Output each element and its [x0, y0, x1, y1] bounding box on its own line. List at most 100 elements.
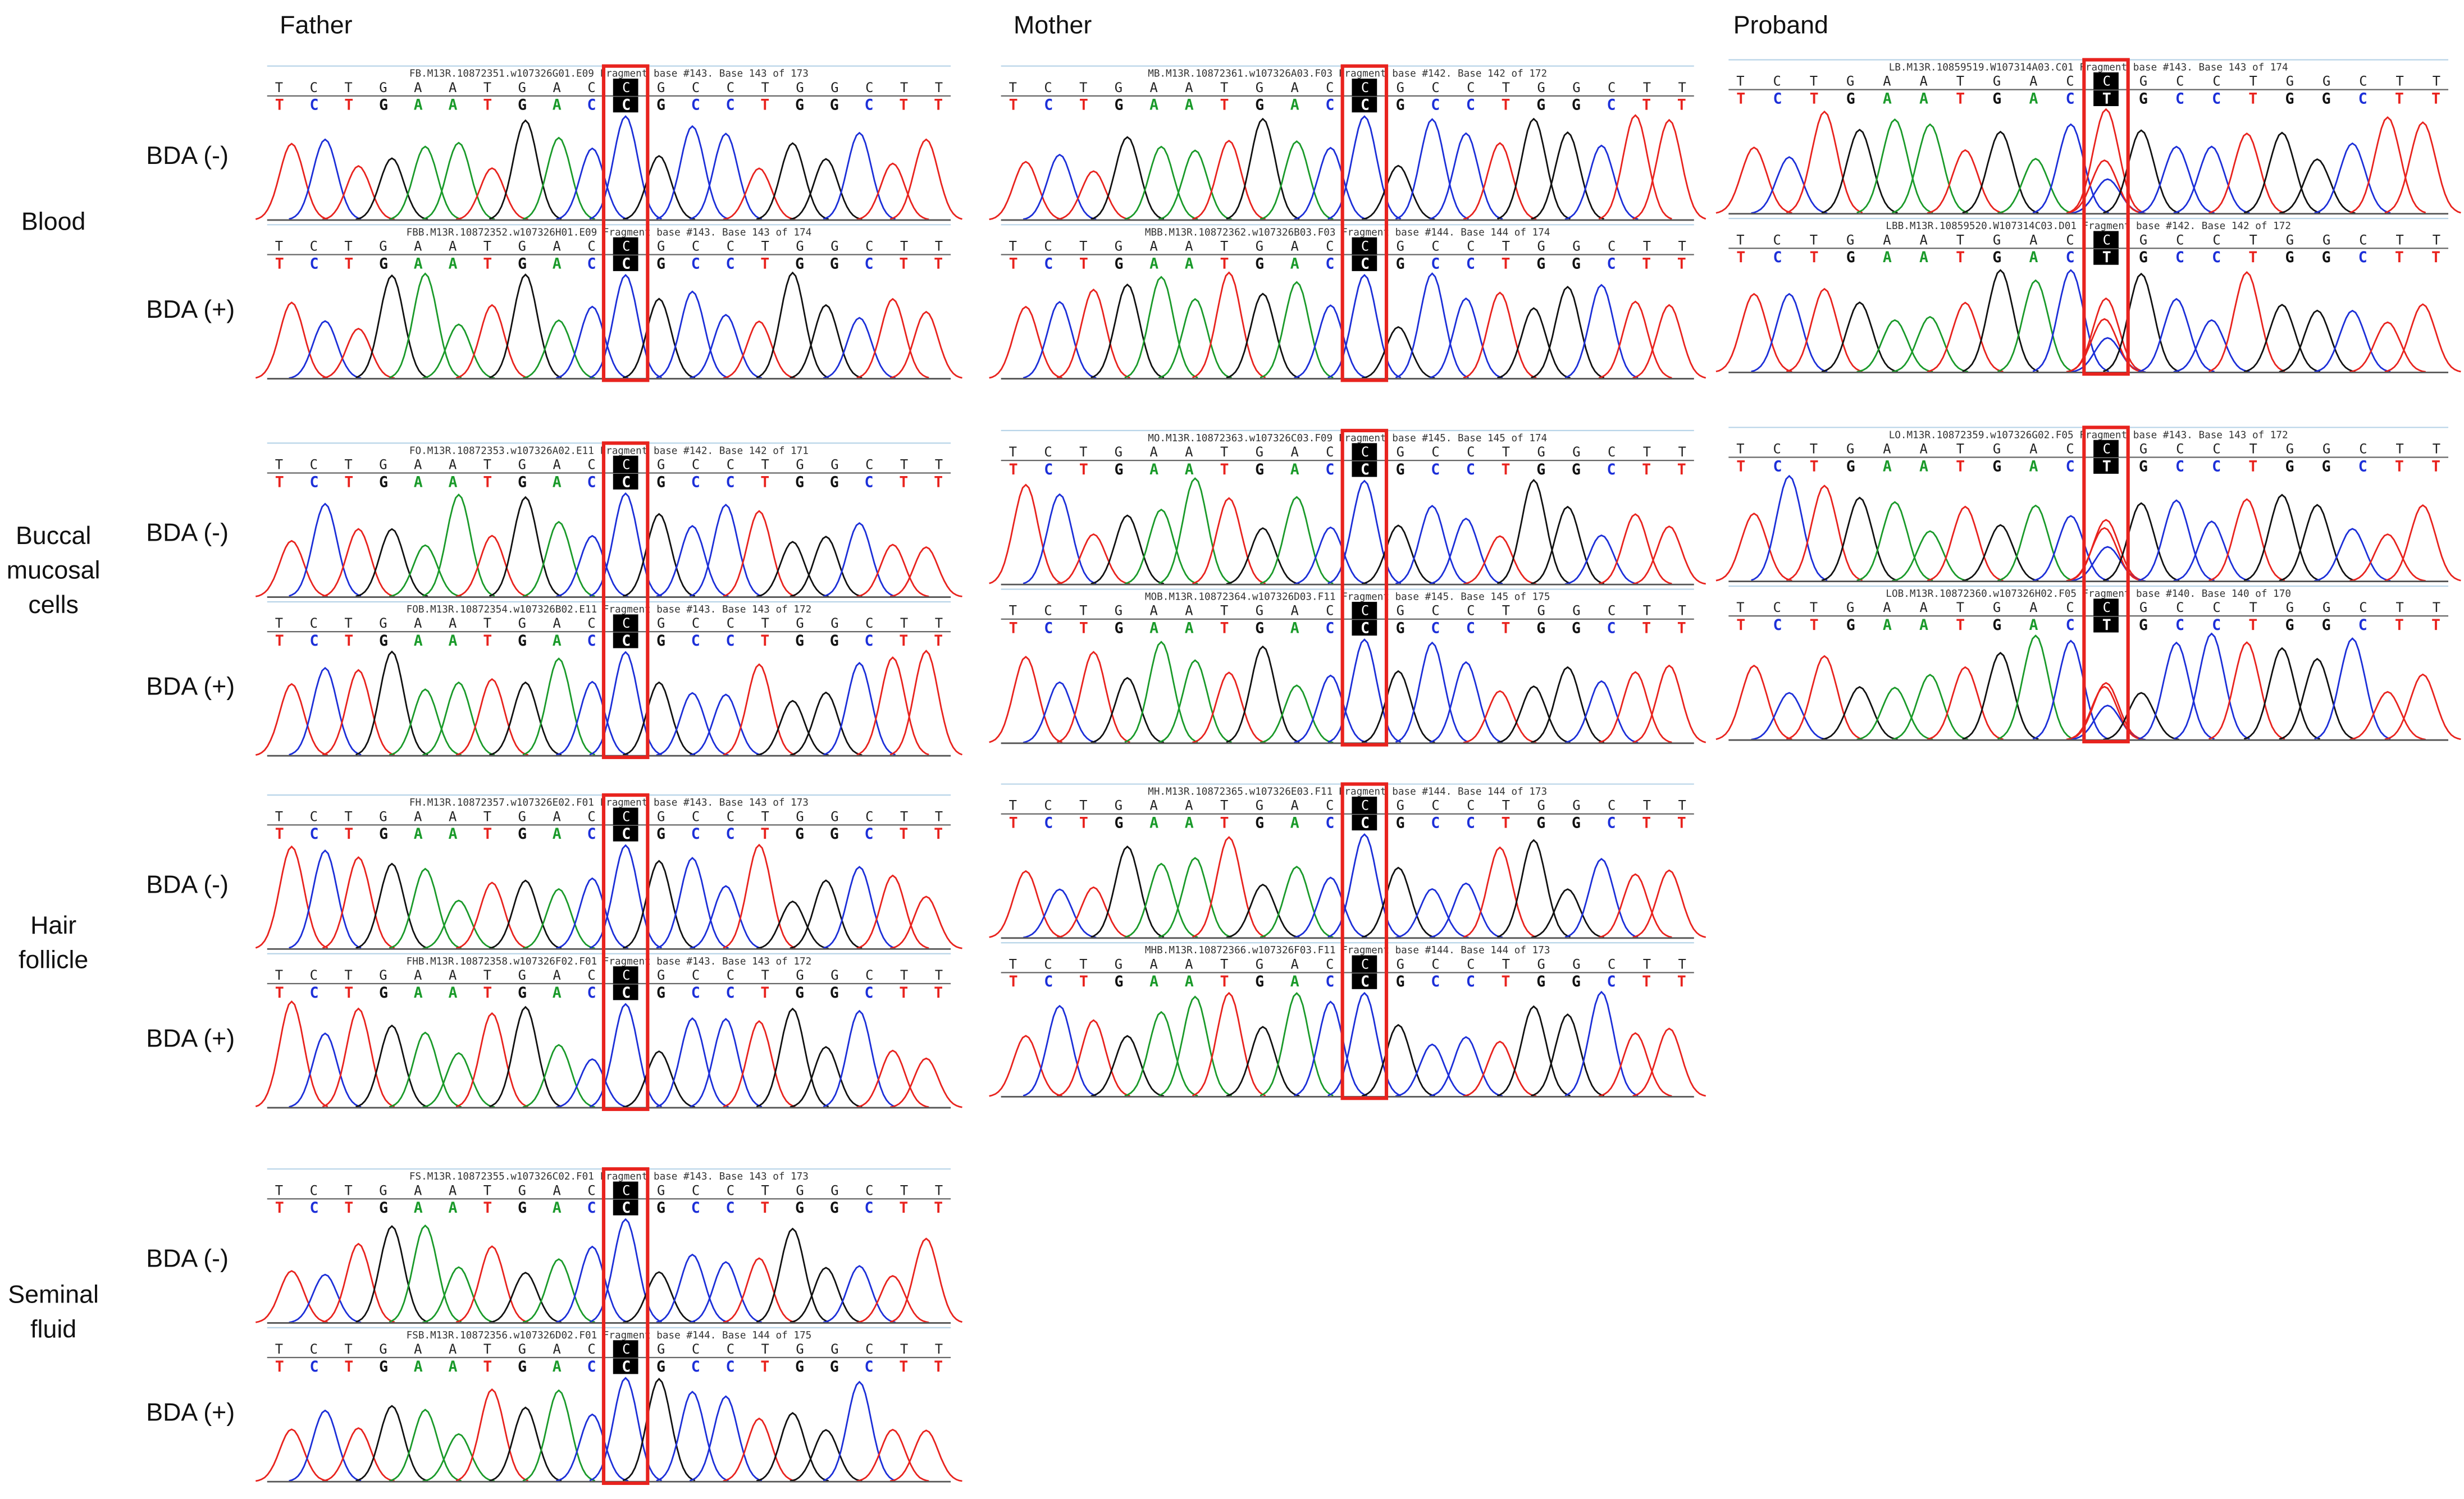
trace-peak	[556, 305, 629, 379]
trace-peak	[989, 1035, 1063, 1097]
trace-peak	[889, 138, 962, 220]
panel-header: FOB.M13R.10872354.w107326B02.E11 Fragmen…	[407, 604, 812, 615]
highlight-box	[601, 441, 650, 760]
trace-peak	[255, 1000, 328, 1108]
panel-header: FS.M13R.10872355.w107326C02.F01 Fragment…	[409, 1171, 809, 1182]
trace-peak	[1294, 304, 1368, 379]
trace-peak	[589, 1377, 662, 1482]
trace-peak	[2314, 637, 2391, 740]
highlight-base-bg	[613, 1340, 638, 1358]
trace-peak	[1090, 846, 1165, 938]
trace-peak	[989, 161, 1063, 221]
trace-peak	[689, 1018, 763, 1108]
trace-peak	[1497, 307, 1571, 379]
trace-peak	[1090, 1035, 1165, 1097]
tissue-label: Blood	[21, 207, 86, 235]
trace-peak	[422, 141, 495, 220]
trace-peak	[1715, 664, 1792, 741]
trace-peak	[1598, 513, 1672, 585]
tissue-label: follicle	[19, 946, 88, 974]
trace-peak	[1997, 504, 2074, 582]
trace-peak	[823, 661, 896, 756]
trace-peak	[589, 492, 662, 597]
trace-peak	[1023, 493, 1097, 584]
highlight-base-bg	[2093, 90, 2119, 107]
trace-peak	[389, 272, 462, 378]
trace-peak	[589, 1003, 662, 1108]
trace-peak	[723, 1020, 796, 1108]
condition-label: BDA (+)	[146, 1399, 235, 1427]
trace-peak	[1856, 118, 1933, 214]
trace-peak	[322, 327, 395, 379]
trace-peak	[1260, 281, 1334, 378]
trace-peak	[422, 1433, 495, 1482]
trace-peak	[1090, 284, 1165, 378]
highlight-base-bg	[613, 473, 638, 490]
trace-peak	[1927, 666, 2004, 741]
trace-peak	[1856, 319, 1933, 373]
trace-peak	[1632, 1027, 1706, 1097]
trace-peak	[2279, 504, 2356, 582]
trace-peak	[2103, 502, 2180, 582]
trace-peak	[1327, 833, 1402, 938]
trace-peak	[1531, 131, 1605, 220]
highlight-base-bg	[613, 632, 638, 648]
trace-peak	[455, 534, 528, 597]
trace-peak	[1361, 866, 1435, 938]
trace-peak	[656, 125, 729, 220]
panel-header: LO.M13R.10872359.w107326G02.F05 Fragment…	[1889, 429, 2288, 441]
trace-peak	[2103, 272, 2180, 372]
highlight-base-bg	[1352, 796, 1377, 814]
trace-peak	[1327, 273, 1402, 378]
trace-peak	[790, 1429, 863, 1482]
trace-peak	[389, 1224, 462, 1323]
trace-peak	[2209, 132, 2285, 214]
trace-peak	[389, 145, 462, 220]
panel-header: FHB.M13R.10872358.w107326F02.F01 Fragmen…	[407, 956, 812, 967]
highlight-base-bg	[2093, 616, 2119, 633]
trace-peak	[1962, 524, 2039, 582]
trace-peak	[889, 895, 962, 949]
trace-peak	[1496, 117, 1571, 220]
trace-peak	[255, 683, 328, 756]
trace-peak	[1429, 132, 1503, 220]
condition-label: BDA (+)	[146, 295, 235, 323]
panel-header: MH.M13R.10872365.w107326E03.F11 Fragment…	[1148, 787, 1547, 798]
trace-peak	[1057, 533, 1130, 585]
trace-peak	[2384, 673, 2461, 741]
trace-peak	[889, 650, 963, 756]
trace-peak	[790, 536, 863, 597]
trace-peak	[2032, 515, 2109, 582]
highlight-base-bg	[613, 1181, 638, 1199]
trace-peak	[1962, 652, 2039, 740]
trace-peak	[689, 1261, 763, 1323]
trace-peak	[455, 167, 528, 221]
trace-peak	[1496, 1005, 1571, 1097]
trace-peak	[1192, 271, 1266, 378]
trace-peak	[322, 1007, 395, 1108]
highlight-base-bg	[1352, 815, 1377, 831]
trace-peak	[1023, 300, 1097, 379]
trace-peak	[823, 866, 896, 949]
trace-peak	[1395, 272, 1469, 378]
trace-peak	[522, 319, 595, 379]
trace-peak	[2103, 129, 2180, 214]
condition-label: BDA (-)	[146, 1244, 229, 1272]
trace-peak	[1158, 149, 1232, 220]
trace-peak	[2066, 318, 2143, 373]
trace-peak	[1294, 526, 1367, 585]
trace-peak	[1632, 525, 1706, 585]
trace-peak	[1056, 289, 1130, 379]
highlight-box	[601, 793, 650, 1111]
trace-peak	[1892, 316, 1969, 373]
trace-peak	[856, 1274, 929, 1323]
trace-peak	[1226, 645, 1300, 743]
trace-peak	[622, 513, 696, 597]
trace-peak	[790, 304, 863, 379]
trace-peak	[2068, 108, 2144, 214]
trace-peak	[2279, 158, 2356, 214]
